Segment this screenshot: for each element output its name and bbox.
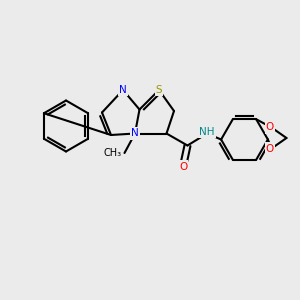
Text: CH₃: CH₃ <box>103 148 122 158</box>
Text: N: N <box>119 85 127 95</box>
Text: O: O <box>266 122 274 133</box>
Text: O: O <box>179 161 187 172</box>
Text: N: N <box>131 128 139 139</box>
Text: S: S <box>156 85 162 95</box>
Text: O: O <box>266 143 274 154</box>
Text: NH: NH <box>199 127 215 137</box>
